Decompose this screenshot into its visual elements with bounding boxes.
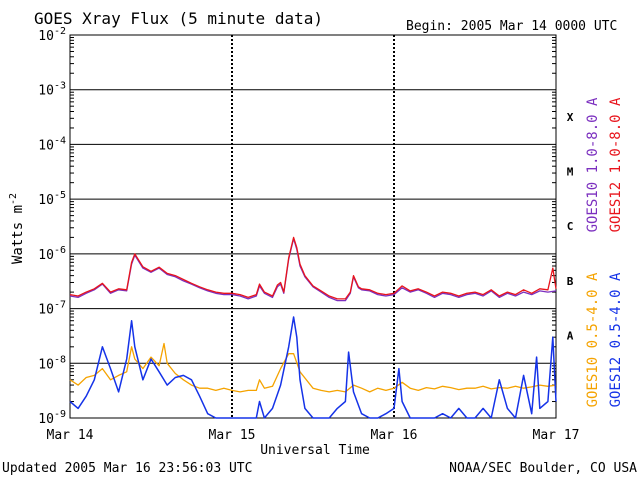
y-tick-label: 10-4 xyxy=(38,135,66,153)
series-line xyxy=(69,236,557,300)
y-tick-label: 10-7 xyxy=(38,300,66,318)
y-tick-base: 10 xyxy=(38,138,54,153)
legend-entry: GOES10 0.5-4.0 A xyxy=(585,272,601,407)
y-tick-exponent: -7 xyxy=(54,300,66,311)
legend-entry: GOES12 1.0-8.0 A xyxy=(608,97,624,232)
y-tick-base: 10 xyxy=(38,412,54,427)
y-tick-exponent: -2 xyxy=(54,26,66,37)
y-tick-base: 10 xyxy=(38,84,54,99)
y-tick-label: 10-9 xyxy=(38,409,66,427)
y-axis-labels: 10-210-310-410-510-610-710-810-9 xyxy=(38,26,66,427)
y-axis-title-text: Watts m xyxy=(10,205,26,264)
chart-title: GOES Xray Flux (5 minute data) xyxy=(34,9,323,28)
flare-class-label: A xyxy=(567,330,574,343)
y-tick-exponent: -4 xyxy=(54,135,66,146)
y-tick-exponent: -8 xyxy=(54,354,66,365)
flare-class-label: B xyxy=(567,275,574,288)
flare-class-labels: X M C B A xyxy=(567,111,574,343)
y-tick-label: 10-5 xyxy=(38,190,66,208)
legend-right: GOES10 1.0-8.0 A GOES12 1.0-8.0 A GOES10 0… xyxy=(585,97,624,407)
y-tick-label: 10-8 xyxy=(38,354,66,372)
flare-class-label: M xyxy=(567,166,574,179)
x-axis-title: Universal Time xyxy=(260,443,370,458)
legend-entry: GOES12 0.5-4.0 A xyxy=(608,272,624,407)
y-tick-exponent: -3 xyxy=(54,81,66,92)
flare-class-label: X xyxy=(567,111,574,124)
flare-class-label: C xyxy=(567,220,574,233)
x-tick-label: Mar 14 xyxy=(47,428,94,443)
y-tick-base: 10 xyxy=(38,193,54,208)
y-tick-label: 10-3 xyxy=(38,81,66,99)
updated-label: Updated 2005 Mar 16 23:56:03 UTC xyxy=(2,461,252,476)
y-axis-title: Watts m-2 xyxy=(8,193,26,264)
series-layer xyxy=(69,236,557,419)
y-tick-label: 10-6 xyxy=(38,245,66,263)
begin-label: Begin: 2005 Mar 14 0000 UTC xyxy=(406,19,617,34)
series-line xyxy=(69,316,557,419)
y-tick-base: 10 xyxy=(38,357,54,372)
y-tick-base: 10 xyxy=(38,29,54,44)
y-tick-label: 10-2 xyxy=(38,26,66,44)
y-tick-base: 10 xyxy=(38,248,54,263)
y-axis-title-exponent: -2 xyxy=(8,193,19,205)
series-line xyxy=(69,237,557,302)
y-tick-exponent: -5 xyxy=(54,190,66,201)
y-tick-exponent: -6 xyxy=(54,245,66,256)
y-tick-exponent: -9 xyxy=(54,409,66,420)
legend-entry: GOES10 1.0-8.0 A xyxy=(585,97,601,232)
credit-label: NOAA/SEC Boulder, CO USA xyxy=(449,461,637,476)
x-tick-label: Mar 17 xyxy=(533,428,580,443)
y-tick-base: 10 xyxy=(38,303,54,318)
x-tick-label: Mar 16 xyxy=(371,428,418,443)
x-tick-label: Mar 15 xyxy=(209,428,256,443)
series-line xyxy=(69,342,557,393)
x-axis-labels: Mar 14 Mar 15 Mar 16 Mar 17 xyxy=(47,428,580,443)
